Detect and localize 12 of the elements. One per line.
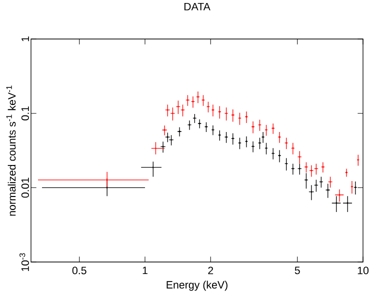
x-tick-label: 1 xyxy=(142,266,148,274)
y-tick-label: 0.01 xyxy=(21,178,29,198)
x-tick-label: 5 xyxy=(294,266,300,274)
y-tick-label: 1 xyxy=(22,36,29,42)
x-axis-title: Energy (keV) xyxy=(166,280,228,291)
y-tick-label: 10$^{-3}$ xyxy=(20,253,29,272)
y-axis-title: normalized counts s$^{-1}$ keV$^{-1}$ xyxy=(6,86,16,216)
x-tick-label: 2 xyxy=(208,266,214,274)
y-tick-label: 0.1 xyxy=(21,106,29,120)
chart-title: DATA xyxy=(184,2,210,10)
x-tick-label: 0.5 xyxy=(72,266,86,274)
x-tick-label: 10 xyxy=(358,266,369,274)
